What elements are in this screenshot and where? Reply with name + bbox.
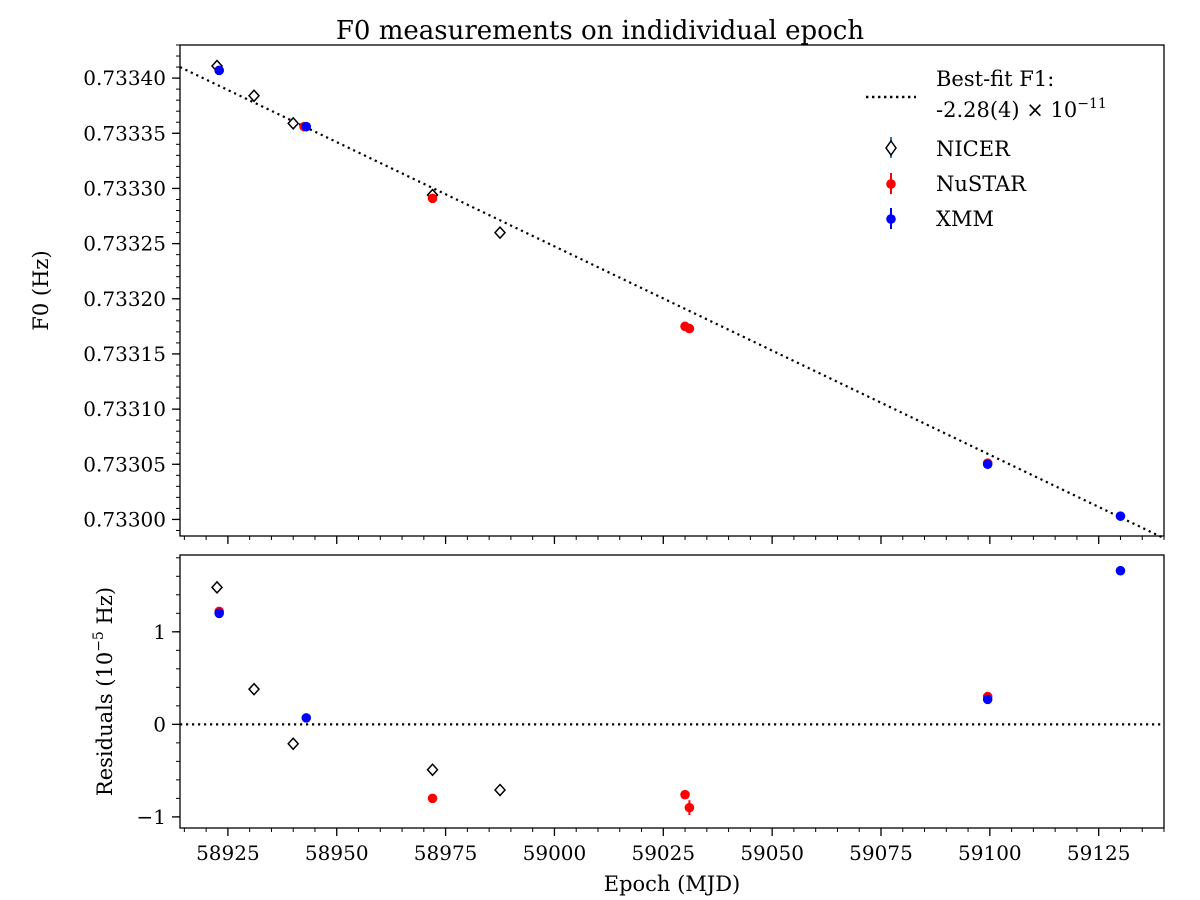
bottom-y-tick-label: 1 (153, 620, 166, 644)
legend-fit-label-line2: -2.28(4) × 10−11 (936, 96, 1107, 122)
top-xmm-point (982, 459, 993, 470)
top-y-tick-label: 0.73305 (83, 452, 166, 476)
top-y-axis-label: F0 (Hz) (29, 250, 53, 330)
bottom-xmm-point (214, 608, 224, 619)
legend: Best-fit F1: -2.28(4) × 10−11 NICER NuST… (866, 67, 1107, 231)
x-tick-label: 59050 (740, 841, 804, 865)
x-tick-label: 59125 (1067, 841, 1131, 865)
bottom-nicer-point (248, 682, 261, 696)
top-y-tick-label: 0.73320 (83, 287, 166, 311)
top-nicer-point (494, 225, 507, 240)
legend-xmm-label: XMM (936, 207, 994, 231)
legend-nicer-label: NICER (936, 137, 1011, 161)
legend-nicer-marker (885, 137, 897, 158)
top-y-tick-label: 0.73310 (83, 397, 166, 421)
bottom-xmm-point (982, 694, 993, 705)
chart-title: F0 measurements on indidividual epoch (336, 16, 864, 46)
top-panel: 0.73300 0.73305 0.73310 0.73315 0.73320 0.733… (29, 44, 1165, 544)
bottom-y-tick-label: −1 (137, 805, 166, 829)
top-y-tick-label: 0.73340 (83, 66, 166, 90)
top-nicer-point (248, 89, 261, 103)
top-xmm-point (214, 65, 224, 76)
bottom-panel: 58925 58950 58975 59000 59025 59050 59075 59100… (91, 554, 1165, 896)
bottom-nicer-point (287, 737, 300, 751)
legend-nustar-marker (886, 173, 896, 194)
x-tick-label: 59025 (631, 841, 695, 865)
x-tick-label: 59075 (849, 841, 913, 865)
x-tick-label: 58925 (196, 841, 260, 865)
top-y-tick-label: 0.73300 (83, 507, 166, 531)
bottom-y-tick-label: 0 (153, 712, 166, 736)
best-fit-line (179, 66, 1165, 540)
top-xmm-point (1115, 511, 1126, 521)
bottom-plot-frame (179, 554, 1165, 829)
top-y-tick-label: 0.73330 (83, 176, 166, 200)
legend-nustar-label: NuSTAR (936, 172, 1027, 196)
x-tick-label: 59100 (958, 841, 1022, 865)
bottom-y-axis-label: Residuals (10−5 Hz) (91, 587, 117, 796)
top-xmm-point (301, 121, 312, 132)
x-tick-label: 59000 (523, 841, 587, 865)
top-nustar-point (427, 193, 438, 204)
bottom-xmm-point (1115, 565, 1126, 576)
x-tick-label: 58975 (414, 841, 478, 865)
x-axis-label: Epoch (MJD) (604, 872, 741, 896)
legend-fit-label-line1: Best-fit F1: (936, 67, 1054, 91)
x-tick-label: 58950 (305, 841, 369, 865)
bottom-xmm-point (301, 713, 312, 723)
bottom-nicer-point (210, 580, 224, 595)
top-nustar-point (684, 323, 695, 334)
top-y-tick-label: 0.73315 (83, 342, 166, 366)
bottom-nicer-point (426, 763, 439, 777)
top-y-tick-label: 0.73325 (83, 232, 166, 256)
bottom-nicer-point (494, 783, 507, 797)
bottom-nustar-point (427, 793, 438, 804)
legend-xmm-marker (886, 208, 896, 229)
top-nicer-point (287, 116, 300, 130)
top-plot-frame (179, 44, 1165, 537)
top-y-tick-label: 0.73335 (83, 121, 166, 145)
bottom-nustar-point (680, 789, 690, 800)
